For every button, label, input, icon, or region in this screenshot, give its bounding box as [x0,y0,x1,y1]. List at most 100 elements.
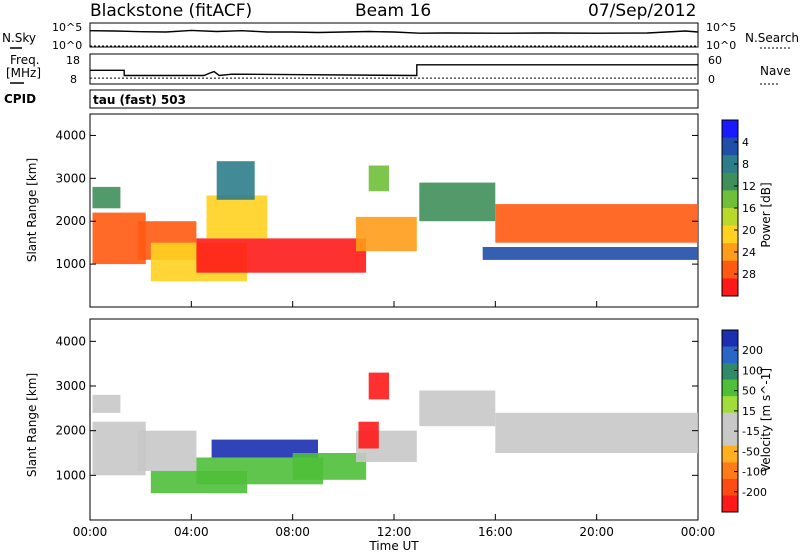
nsky-series-line [89,29,699,34]
velocity-region-6 [292,453,367,480]
nave-label: Nave [760,64,791,78]
velocity-colorbar-swatch-10 [722,495,738,513]
power-colorbar-tick-label-4: 20 [742,224,756,237]
power-colorbar-swatch-3 [722,172,738,191]
nave-tick-60: 60 [708,54,722,67]
velocity-colorbar-tick-label-7: -200 [742,486,767,499]
velocity-heatmap-panel: 1000 2000 3000 4000 [55,318,699,521]
power-colorbar-swatch-2 [722,155,738,174]
power-region-6 [216,161,255,200]
velocity-colorbar-tick-label-3: 15 [742,405,756,418]
date-title: 07/Sep/2012 [588,1,696,21]
velocity-ytick-label-2: 3000 [55,379,86,393]
velocity-colorbar-tick-label-0: 200 [742,344,763,357]
xlabel: Time UT [368,539,419,553]
velocity-colorbar-swatch-5 [722,412,738,430]
velocity-colorbar-tick-label-5: -50 [742,445,760,458]
xtick-label-3: 12:00 [377,525,412,539]
velocity-colorbar-swatch-0 [722,330,738,347]
velocity-colorbar-swatch-7 [722,445,738,463]
velocity-colorbar-swatch-9 [722,478,738,496]
noise-tick-bottom: 10^0 [52,39,82,52]
freq-tick-18: 18 [66,54,80,67]
power-colorbar-swatch-6 [722,225,738,244]
power-colorbar-tick-label-5: 24 [742,246,756,259]
cpid-label: CPID [4,92,36,106]
cpid-text: tau (fast) 503 [93,93,186,107]
velocity-colorbar: 200 100 50 15 -15 -50 -100 -200 [721,329,767,513]
power-ytick-label-0: 1000 [55,257,86,271]
velocity-ytick-label-1: 2000 [55,424,86,438]
power-colorbar-tick-label-2: 12 [742,180,756,193]
velocity-colorbar-tick-label-1: 100 [742,364,763,377]
velocity-region-1 [92,394,121,413]
power-colorbar-swatch-0 [722,120,738,139]
power-region-10 [495,204,698,243]
velocity-region-9 [368,372,389,400]
power-region-4 [196,238,367,273]
xtick-label-5: 20:00 [579,525,614,539]
xtick-label-0: 00:00 [73,525,108,539]
power-colorbar-swatch-4 [722,190,738,209]
station-title: Blackstone (fitACF) [90,1,252,21]
noise-tick-top-right: 10^5 [706,21,736,34]
power-region-7 [356,216,417,252]
noise-tick-top: 10^5 [52,21,82,34]
noise-ticks-left: 10^5 10^0 [52,21,82,52]
freq-tick-8: 8 [70,73,77,86]
power-colorbar-swatch-1 [722,137,738,156]
beam-title: Beam 16 [355,1,431,21]
velocity-region-11 [495,412,698,453]
ylabel-velocity: Slant Range [km] [25,373,39,477]
xtick-label-1: 04:00 [174,525,209,539]
velocity-colorbar-label: Velocity [m s^-1] [759,368,773,472]
velocity-region-5 [211,439,318,458]
velocity-colorbar-swatch-2 [722,363,738,381]
power-colorbar-tick-label-3: 16 [742,202,756,215]
velocity-colorbar-tick-label-4: -15 [742,425,760,438]
power-region-11 [482,247,698,260]
nave-tick-0: 0 [708,73,715,86]
power-colorbar-label: Power [dB] [759,182,773,247]
velocity-region-0 [92,421,146,476]
velocity-colorbar-swatch-1 [722,346,738,364]
freq-panel [89,53,699,85]
power-region-1 [92,186,121,209]
ylabel-power: Slant Range [km] [25,158,39,262]
noise-tick-bottom-right: 10^0 [706,39,736,52]
velocity-ytick-label-0: 1000 [55,468,86,482]
power-region-8 [368,165,389,192]
power-colorbar-swatch-9 [722,278,738,297]
xtick-label-4: 16:00 [478,525,513,539]
power-colorbar-swatch-8 [722,260,738,279]
velocity-ytick-label-3: 4000 [55,334,86,348]
noise-panel [89,22,699,48]
velocity-colorbar-swatch-6 [722,429,738,447]
velocity-colorbar-swatch-4 [722,396,738,414]
power-heatmap-panel: 1000 2000 3000 4000 [55,113,699,308]
power-region-0 [92,212,146,265]
freq-unit: [MHz] [6,66,41,80]
noise-ticks-right: 10^5 10^0 [706,21,736,52]
xtick-label-6: 00:00 [681,525,716,539]
velocity-region-2 [138,430,197,471]
freq-label: Freq. [10,53,40,67]
power-ytick-label-1: 2000 [55,214,86,228]
power-region-9 [419,182,496,222]
power-region-5 [206,195,268,239]
velocity-colorbar-swatch-3 [722,379,738,397]
power-colorbar-tick-label-0: 4 [742,136,749,149]
velocity-colorbar-frame [721,329,739,513]
nsky-label: N.Sky [2,31,36,45]
power-colorbar-swatch-7 [722,243,738,262]
velocity-colorbar-tick-label-6: -100 [742,466,767,479]
velocity-colorbar-tick-label-2: 50 [742,385,756,398]
time-axis: 00:00 04:00 08:00 12:00 16:00 20:00 00:00 [73,525,716,539]
power-colorbar-tick-label-1: 8 [742,158,749,171]
power-ytick-label-3: 4000 [55,128,86,142]
xtick-label-2: 08:00 [275,525,310,539]
power-colorbar-swatch-5 [722,208,738,227]
velocity-colorbar-swatch-8 [722,462,738,480]
power-colorbar-tick-label-6: 28 [742,268,756,281]
